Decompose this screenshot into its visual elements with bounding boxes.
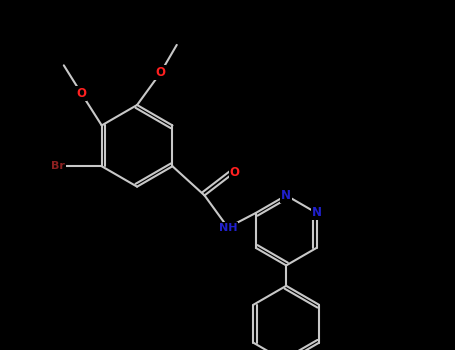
Text: Br: Br [51, 161, 65, 171]
Text: O: O [76, 87, 86, 100]
Text: NH: NH [218, 223, 237, 232]
Text: N: N [281, 189, 291, 202]
Text: O: O [156, 66, 166, 79]
Text: O: O [230, 166, 240, 178]
Text: N: N [312, 206, 322, 219]
